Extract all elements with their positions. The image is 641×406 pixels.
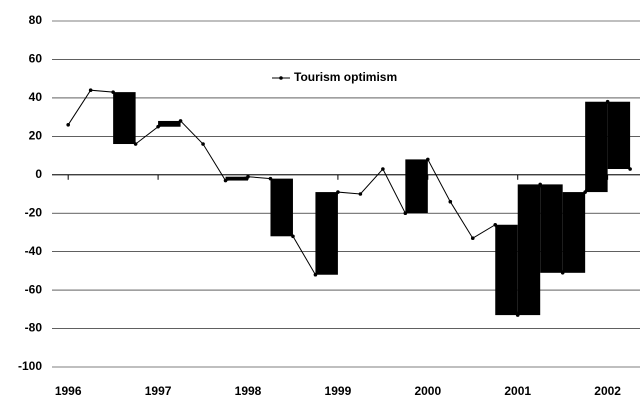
point — [381, 167, 385, 171]
point — [201, 142, 205, 146]
point — [336, 190, 340, 194]
point — [560, 271, 565, 275]
point — [88, 88, 93, 92]
point — [358, 192, 363, 196]
y-tick-label: 80 — [29, 13, 43, 27]
point — [583, 190, 587, 194]
point — [515, 313, 520, 317]
legend-label: Tourism optimism — [294, 70, 397, 84]
y-tick-label: 60 — [29, 52, 43, 66]
x-tick-label: 1997 — [145, 384, 172, 398]
y-tick-label: -40 — [25, 244, 43, 258]
point — [178, 119, 183, 123]
x-tick-label: 2002 — [594, 384, 621, 398]
x-tick-label: 1998 — [235, 384, 262, 398]
x-tick-label: 1999 — [325, 384, 352, 398]
line — [67, 89, 631, 316]
point — [470, 236, 475, 241]
point — [493, 222, 498, 227]
point — [628, 167, 632, 171]
point — [156, 124, 160, 129]
y-tick-label: 40 — [29, 90, 43, 104]
point — [223, 178, 228, 183]
x-tick-label: 2001 — [504, 384, 531, 398]
y-tick-label: -20 — [25, 205, 43, 219]
point — [133, 142, 138, 146]
point — [538, 182, 543, 187]
point — [268, 176, 273, 181]
point — [426, 157, 430, 162]
point — [246, 174, 250, 179]
y-tick-label: -80 — [25, 321, 43, 335]
point — [313, 272, 318, 277]
y-tick-label: -60 — [25, 282, 43, 296]
point — [111, 90, 115, 94]
y-tick-label: -100 — [18, 359, 42, 373]
point — [403, 211, 408, 216]
point — [66, 123, 70, 127]
point — [291, 234, 295, 239]
y-tick-label: 20 — [29, 129, 43, 143]
y-tick-label: 0 — [35, 167, 42, 181]
x-tick-label: 1996 — [55, 384, 82, 398]
legend-marker — [279, 76, 283, 80]
point — [605, 99, 610, 104]
x-tick-label: 2000 — [414, 384, 441, 398]
point — [448, 199, 453, 204]
